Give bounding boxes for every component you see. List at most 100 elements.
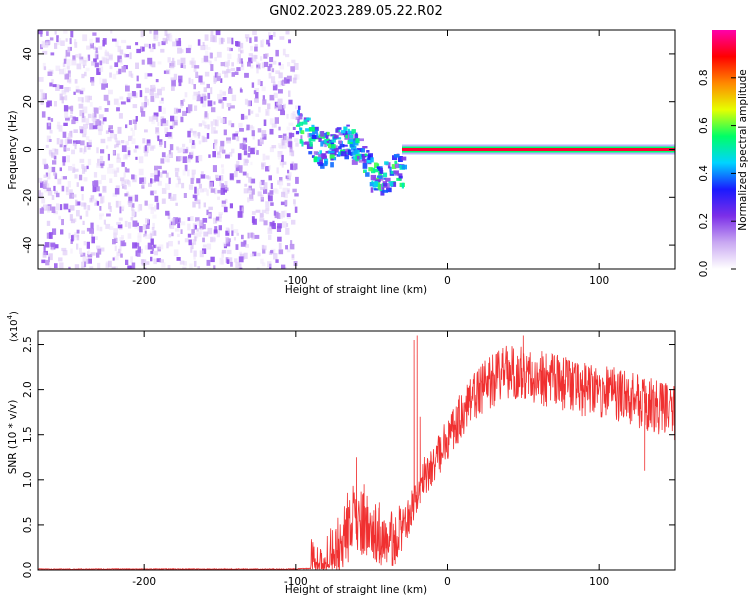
heatmap-cell: [125, 85, 130, 92]
heatmap-cell: [127, 150, 131, 156]
heatmap-cell: [92, 198, 97, 203]
heatmap-cell: [338, 140, 343, 144]
heatmap-cell: [149, 88, 154, 96]
heatmap-cell: [131, 91, 136, 97]
heatmap-cell: [220, 183, 224, 190]
heatmap-cell: [135, 42, 139, 46]
heatmap-cell: [335, 145, 338, 150]
heatmap-cell: [177, 240, 180, 245]
heatmap-cell: [318, 162, 324, 167]
heatmap-cell: [147, 73, 153, 77]
heatmap-cell: [149, 30, 152, 34]
heatmap-cell: [171, 79, 176, 87]
heatmap-cell: [169, 144, 174, 151]
heatmap-cell: [319, 150, 322, 156]
heatmap-cell: [389, 166, 392, 172]
heatmap-cell: [237, 266, 240, 269]
heatmap-cell: [279, 182, 282, 189]
heatmap-cell: [120, 240, 125, 247]
heatmap-cell: [130, 256, 133, 263]
heatmap-cell: [342, 148, 349, 153]
heatmap-cell: [176, 176, 181, 181]
heatmap-cell: [398, 156, 403, 162]
heatmap-cell: [166, 120, 169, 126]
heatmap-cell: [174, 228, 180, 232]
heatmap-cell: [379, 167, 383, 171]
heatmap-cell: [193, 256, 196, 260]
heatmap-cell: [116, 157, 121, 163]
svg-text:(x104): (x104): [6, 311, 20, 342]
heatmap-cell: [276, 225, 282, 232]
heatmap-cell: [102, 117, 107, 122]
heatmap-cell: [121, 145, 127, 152]
heatmap-cell: [286, 126, 291, 131]
heatmap-cell: [68, 106, 73, 110]
heatmap-cells: [38, 30, 675, 269]
heatmap-cell: [59, 262, 64, 269]
heatmap-cell: [99, 161, 105, 166]
heatmap-cell: [268, 175, 272, 181]
heatmap-cell: [79, 215, 82, 220]
heatmap-cell: [355, 132, 358, 136]
heatmap-cell: [144, 200, 148, 206]
heatmap-cell: [87, 258, 92, 264]
snr-x-axis-label: Height of straight line (km): [285, 584, 427, 596]
heatmap-cell: [75, 89, 81, 93]
colorbar-scale: [712, 30, 736, 269]
heatmap-cell: [62, 62, 66, 67]
heatmap-cell: [298, 105, 301, 110]
heatmap-cell: [127, 233, 132, 239]
heatmap-cell: [113, 232, 117, 239]
heatmap-cell: [56, 35, 59, 43]
heatmap-cell: [267, 66, 271, 72]
heatmap-cell: [187, 223, 191, 231]
heatmap-cell: [290, 240, 293, 245]
heatmap-cell: [329, 154, 335, 159]
heatmap-cell: [152, 115, 157, 120]
heatmap-cell: [201, 93, 206, 97]
heatmap-cell: [81, 265, 86, 269]
heatmap-cell: [78, 53, 82, 59]
heatmap-cell: [221, 164, 224, 168]
heatmap-cell: [134, 194, 139, 202]
heatmap-cell: [121, 140, 125, 144]
heatmap-cell: [98, 160, 104, 164]
heatmap-cell: [146, 261, 150, 265]
heatmap-cell: [148, 43, 151, 49]
heatmap-cell: [90, 77, 95, 83]
heatmap-cell: [113, 98, 119, 105]
heatmap-cell: [299, 139, 303, 144]
heatmap-cell: [47, 71, 53, 76]
heatmap-cell: [277, 102, 283, 110]
heatmap-cell: [289, 172, 292, 177]
heatmap-cell: [254, 234, 260, 239]
heatmap-cell: [83, 177, 88, 182]
heatmap-cell: [141, 111, 146, 117]
heatmap-cell: [207, 100, 213, 107]
heatmap-cell: [285, 79, 290, 84]
heatmap-cell: [226, 139, 231, 144]
heatmap-cell: [266, 267, 271, 269]
heatmap-cell: [277, 236, 282, 242]
heatmap-cell: [60, 139, 64, 145]
heatmap-cell: [243, 150, 248, 156]
heatmap-cell: [108, 202, 111, 210]
heatmap-cell: [89, 42, 94, 49]
heatmap-cell: [286, 75, 292, 82]
heatmap-cell: [192, 223, 197, 229]
heatmap-cell: [107, 136, 112, 142]
heatmap-cell: [114, 134, 117, 140]
heatmap-cell: [94, 53, 97, 60]
heatmap-cell: [309, 141, 313, 147]
heatmap-cell: [68, 166, 72, 171]
heatmap-cell: [219, 180, 222, 187]
heatmap-cell: [320, 131, 325, 137]
heatmap-cell: [125, 146, 131, 153]
heatmap-cell: [76, 63, 82, 70]
heatmap-cell: [285, 227, 290, 235]
heatmap-cell: [249, 37, 252, 44]
heatmap-cell: [81, 202, 86, 207]
heatmap-cell: [247, 197, 250, 203]
heatmap-cell: [270, 202, 274, 206]
heatmap-cell: [103, 94, 109, 101]
